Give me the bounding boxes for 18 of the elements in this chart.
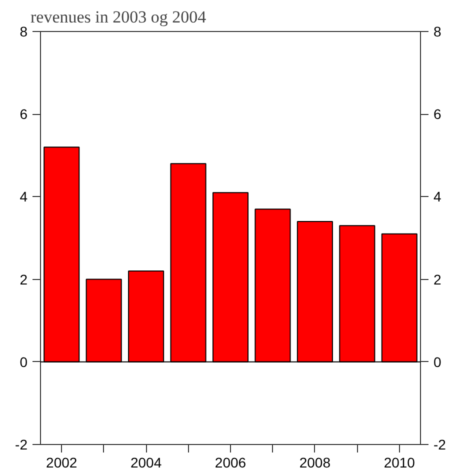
y2-tick-label: 6 — [434, 106, 442, 122]
y2-tick-label: 0 — [434, 354, 442, 370]
y-tick-label: 4 — [20, 188, 28, 205]
x-tick-label: 2002 — [46, 454, 78, 470]
x-tick-label: 2010 — [384, 454, 416, 470]
y-tick-label: 6 — [20, 106, 28, 122]
x-tick-label: 2006 — [214, 454, 246, 470]
y2-tick-label: -2 — [434, 436, 446, 452]
y2-tick-label: 8 — [434, 24, 442, 40]
x-tick-label: 2008 — [299, 454, 331, 470]
y-tick-label: 0 — [20, 354, 28, 370]
chart-title: revenues in 2003 og 2004 — [30, 8, 207, 26]
x-tick-label: 2004 — [130, 454, 162, 470]
y2-tick-label: 4 — [434, 188, 442, 205]
y2-tick-label: 2 — [434, 271, 442, 288]
y-tick-label: -2 — [15, 436, 28, 452]
y-tick-label: 2 — [20, 271, 28, 288]
y-tick-label: 8 — [20, 24, 28, 40]
